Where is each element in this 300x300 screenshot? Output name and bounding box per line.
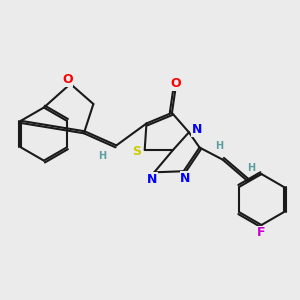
Text: S: S: [132, 145, 141, 158]
Text: H: H: [215, 142, 223, 152]
Text: O: O: [170, 77, 181, 90]
Text: O: O: [62, 73, 73, 86]
Text: H: H: [247, 163, 255, 173]
Text: N: N: [180, 172, 190, 185]
Text: F: F: [257, 226, 266, 239]
Text: H: H: [98, 151, 106, 161]
Text: N: N: [191, 123, 202, 136]
Text: N: N: [147, 173, 158, 186]
